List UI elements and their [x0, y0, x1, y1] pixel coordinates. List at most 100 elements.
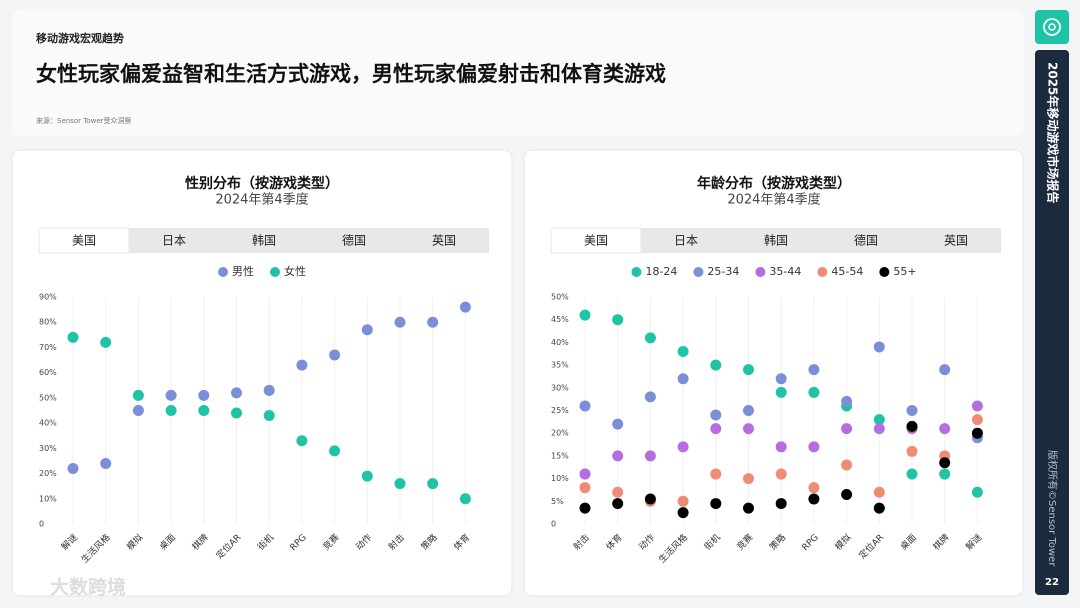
dot — [841, 423, 853, 435]
tab[interactable]: 英国 — [944, 234, 968, 248]
dot — [939, 468, 951, 480]
dot — [710, 409, 722, 421]
dot — [743, 473, 754, 485]
dot — [906, 405, 918, 416]
y-tick-label: 0 — [39, 520, 44, 529]
chart-panel — [11, 149, 513, 597]
legend-label: 45-54 — [831, 265, 863, 278]
tab[interactable]: 德国 — [854, 233, 878, 248]
dot — [710, 359, 722, 371]
dot — [710, 423, 722, 435]
dot — [775, 498, 787, 510]
dot — [808, 441, 820, 453]
dot — [644, 450, 656, 462]
dot — [361, 324, 373, 336]
kicker: 移动游戏宏观趋势 — [36, 31, 124, 45]
y-tick-label: 30% — [551, 383, 569, 392]
dot — [263, 384, 275, 396]
y-tick-label: 90% — [39, 293, 57, 302]
dot — [579, 309, 591, 321]
logo-box — [1035, 10, 1069, 44]
y-tick-label: 10% — [39, 494, 57, 503]
dot — [743, 423, 754, 435]
tab[interactable]: 美国 — [72, 234, 96, 248]
dot — [579, 468, 591, 480]
dot — [939, 364, 951, 376]
dot — [644, 332, 656, 344]
tab[interactable]: 美国 — [584, 234, 608, 248]
dot — [231, 407, 242, 419]
dot — [296, 435, 308, 447]
dot — [971, 414, 983, 426]
tab[interactable]: 英国 — [432, 234, 456, 248]
y-tick-label: 25% — [551, 406, 569, 415]
dot — [132, 405, 144, 416]
dot — [677, 507, 689, 519]
dot — [971, 400, 983, 412]
legend-label: 55+ — [893, 265, 916, 278]
tab[interactable]: 日本 — [162, 234, 186, 248]
dot — [394, 478, 406, 490]
tab[interactable]: 韩国 — [764, 233, 788, 248]
watermark: 大数跨境 — [50, 576, 126, 599]
dot — [198, 389, 210, 401]
dot — [808, 364, 820, 376]
tab[interactable]: 日本 — [674, 234, 698, 248]
legend-label: 25-34 — [707, 265, 739, 278]
dot — [873, 414, 885, 426]
dot — [612, 498, 624, 510]
legend-marker — [270, 267, 280, 277]
dot — [612, 450, 624, 462]
tab[interactable]: 德国 — [342, 233, 366, 248]
y-tick-label: 0 — [551, 520, 556, 529]
dot — [579, 482, 591, 494]
dot — [841, 395, 853, 407]
dot — [775, 468, 787, 480]
dot — [612, 314, 624, 326]
dot — [808, 482, 820, 494]
y-tick-label: 40% — [551, 338, 569, 347]
dot — [644, 391, 656, 403]
legend-marker — [693, 267, 704, 277]
legend-label: 男性 — [232, 264, 254, 278]
dot — [841, 459, 853, 471]
dot — [906, 468, 918, 480]
legend-marker — [817, 267, 828, 277]
dot — [873, 341, 885, 353]
dot — [579, 400, 591, 412]
dot — [100, 457, 112, 469]
tab-active — [38, 227, 130, 254]
dot — [906, 445, 918, 457]
dot — [743, 502, 754, 514]
dot — [67, 331, 79, 343]
y-tick-label: 40% — [39, 419, 57, 428]
legend-marker — [218, 267, 228, 277]
logo — [1043, 18, 1061, 36]
legend-label: 18-24 — [645, 265, 677, 278]
dot — [710, 498, 722, 510]
y-tick-label: 70% — [39, 343, 57, 352]
dot — [329, 349, 341, 361]
dot — [579, 502, 591, 514]
dot — [841, 488, 853, 500]
dot — [459, 301, 471, 313]
tab[interactable]: 韩国 — [252, 233, 276, 248]
dot — [775, 441, 787, 453]
dot — [459, 493, 471, 505]
y-tick-label: 35% — [551, 361, 569, 370]
dot — [677, 495, 689, 507]
dot — [329, 445, 341, 457]
dot — [427, 316, 439, 328]
y-tick-label: 10% — [551, 474, 569, 483]
dot — [427, 478, 439, 490]
y-tick-label: 5% — [551, 497, 564, 506]
dot — [165, 389, 177, 401]
dot — [231, 387, 242, 399]
legend-marker — [631, 267, 642, 277]
y-tick-label: 30% — [39, 444, 57, 453]
chart-panel — [523, 149, 1024, 597]
dot — [677, 345, 689, 357]
dot — [710, 468, 722, 480]
dot — [100, 336, 112, 348]
legend-marker — [755, 267, 766, 277]
